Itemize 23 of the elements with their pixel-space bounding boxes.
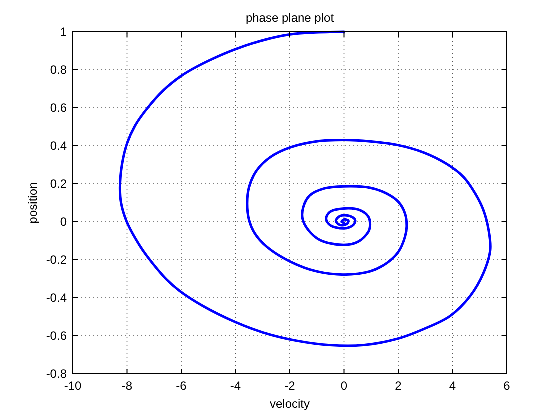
y-tick-label: 0.2 [50, 177, 68, 191]
y-tick-label: 0.4 [50, 139, 68, 153]
x-tick-label: 2 [395, 379, 402, 393]
y-tick-label: 0.6 [50, 101, 68, 115]
y-tick-label: -0.8 [46, 367, 68, 381]
x-tick-label: -10 [64, 379, 82, 393]
y-tick-label: 1 [60, 25, 68, 39]
chart-title: phase plane plot [246, 11, 335, 25]
y-tick-label: -0.2 [46, 253, 68, 267]
y-tick-label: 0 [60, 215, 68, 229]
x-tick-label: -4 [230, 379, 242, 393]
line-series [118, 30, 492, 348]
x-tick-label: -2 [284, 379, 296, 393]
x-tick-label: 0 [340, 379, 348, 393]
x-tick-label: 4 [449, 379, 456, 393]
x-tick-label: 6 [504, 379, 511, 393]
y-tick-label: 0.8 [50, 63, 68, 77]
y-tick-label: -0.6 [46, 329, 68, 343]
x-axis-title: velocity [270, 397, 310, 411]
x-tick-label: -8 [122, 379, 133, 393]
y-axis-title: position [26, 182, 40, 224]
x-tick-label: -6 [176, 379, 188, 393]
y-tick-label: -0.4 [46, 291, 68, 305]
